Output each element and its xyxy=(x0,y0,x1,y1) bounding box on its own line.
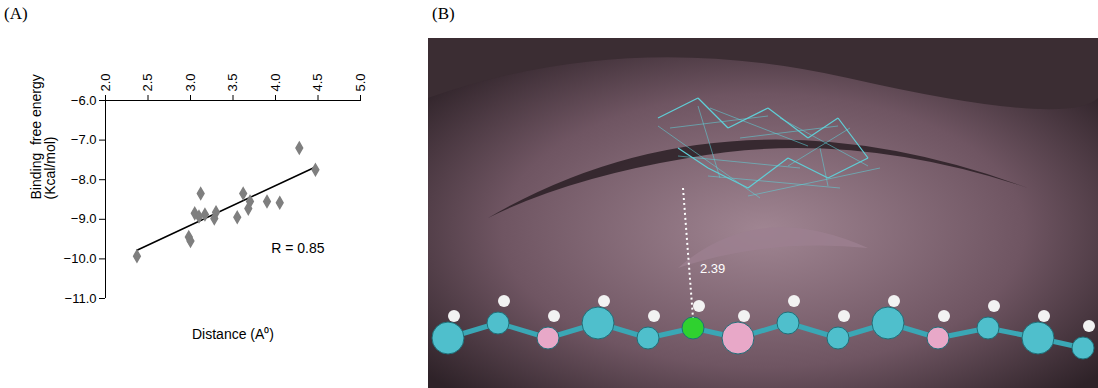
svg-text:2.0: 2.0 xyxy=(98,73,113,91)
svg-text:−7.0: −7.0 xyxy=(71,132,97,147)
svg-text:Distance (A⁰): Distance (A⁰) xyxy=(192,326,274,342)
html-text:(B): (B) xyxy=(432,4,455,23)
svg-text:2.5: 2.5 xyxy=(140,73,155,91)
svg-text:4.0: 4.0 xyxy=(268,73,283,91)
svg-text:−11.0: −11.0 xyxy=(65,291,97,306)
svg-text:3.5: 3.5 xyxy=(225,73,240,91)
svg-text:R = 0.85: R = 0.85 xyxy=(271,240,325,256)
svg-text:−8.0: −8.0 xyxy=(71,172,97,187)
svg-text:3.0: 3.0 xyxy=(183,73,198,91)
html-text:(A): (A) xyxy=(4,4,28,23)
svg-text:Binding free energy(Kcal/mol): Binding free energy(Kcal/mol) xyxy=(28,74,58,199)
svg-text:5.0: 5.0 xyxy=(353,73,368,91)
svg-text:4.5: 4.5 xyxy=(310,73,325,91)
svg-text:−9.0: −9.0 xyxy=(71,211,97,226)
svg-text:2.39: 2.39 xyxy=(700,261,725,276)
svg-text:−6.0: −6.0 xyxy=(71,93,97,108)
svg-text:−10.0: −10.0 xyxy=(64,251,97,266)
